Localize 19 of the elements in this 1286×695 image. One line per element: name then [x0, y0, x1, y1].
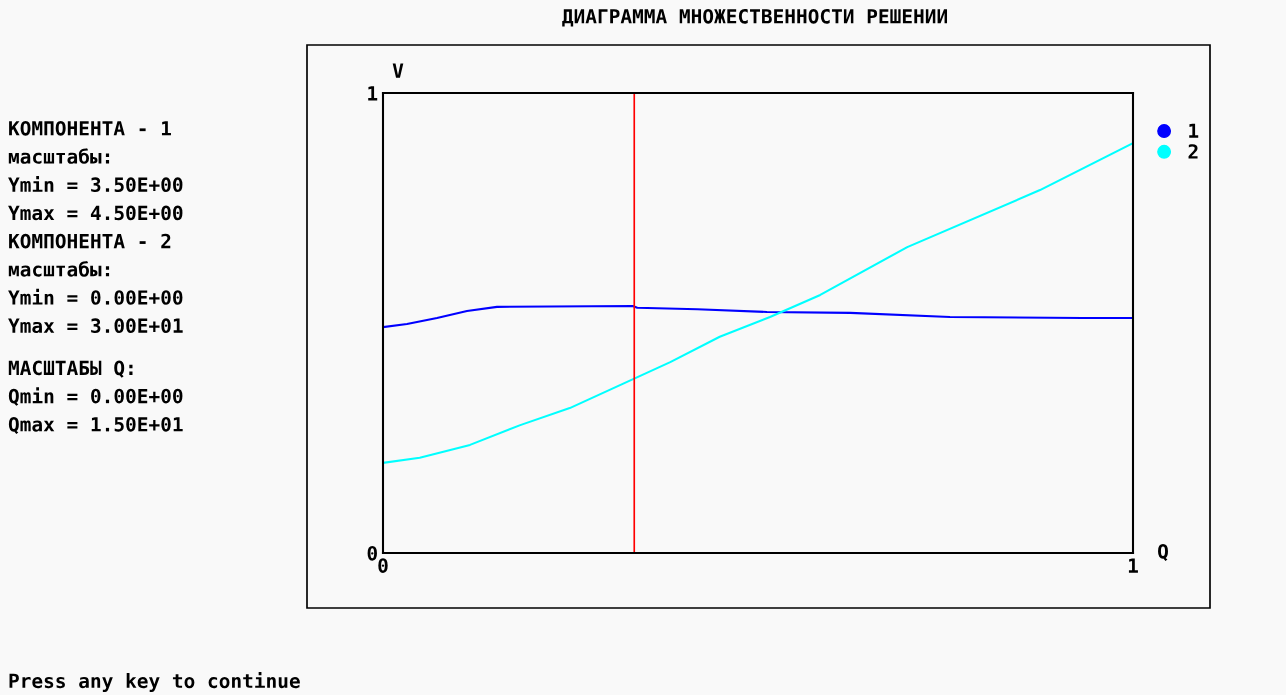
line-series [383, 304, 1133, 329]
text: Qmax = 1.50E+01 [8, 416, 183, 435]
text: Ymax = 3.00E+01 [8, 318, 183, 334]
chart-title: ДИАГРАММА МНОЖЕСТВЕННОСТИ РЕШЕНИИ [562, 8, 948, 27]
text: МАСШТАБЫ Q: [8, 360, 133, 378]
x-axis-title: Q [1158, 543, 1168, 562]
text: КОМПОНЕНТА - 2 [9, 233, 171, 249]
text: Ymin = 3.50E+00 [8, 175, 183, 193]
text: масштабы: [8, 261, 110, 277]
text: Qmin = 0.00E+00 [8, 387, 183, 406]
text: Ymin = 0.00E+00 [8, 288, 183, 305]
text: Press any key to continue [9, 672, 300, 692]
legend-label: 2 [1188, 144, 1198, 159]
legend-label: 1 [1189, 123, 1199, 138]
y-axis-title: V [392, 63, 404, 78]
text: Ymax = 4.50E+00 [8, 205, 183, 221]
text: масштабы: [8, 148, 110, 164]
text: КОМПОНЕНТА - 1 [9, 120, 171, 136]
line-series [383, 142, 1133, 464]
